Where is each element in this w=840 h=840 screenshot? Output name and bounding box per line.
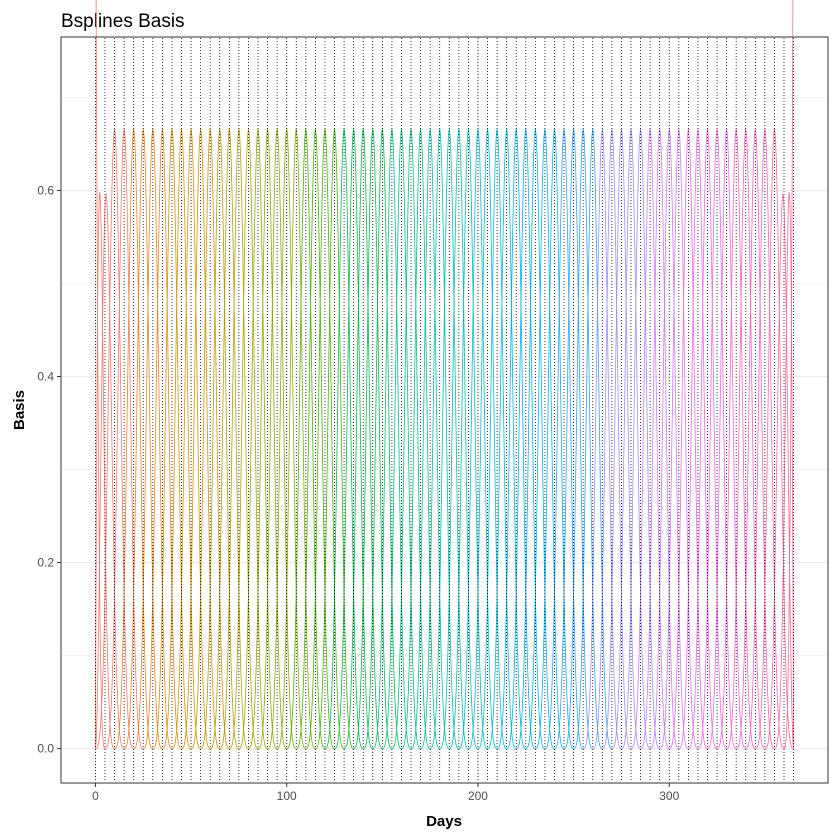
y-tick-label: 0.6 [37,183,54,197]
chart-title: Bsplines Basis [61,11,185,32]
y-tick-label: 0.4 [37,370,54,384]
basis-curve [95,0,106,749]
basis-curve [95,192,115,749]
x-axis-title: Days [426,813,462,830]
basis-curve [774,192,794,749]
x-tick-label: 0 [92,789,99,803]
basis-curve [764,193,794,749]
axes: 0 100 200 300 0.0 0.2 0.4 0.6 [37,183,679,803]
y-axis-title: Basis [11,390,28,430]
x-tick-label: 300 [659,789,679,803]
basis-curve [783,0,794,749]
x-tick-label: 100 [277,789,297,803]
x-tick-label: 200 [468,789,488,803]
knot-lines [95,38,794,782]
y-tick-label: 0.0 [37,742,54,756]
y-tick-label: 0.2 [37,556,54,570]
plot-panel-border [60,36,829,784]
